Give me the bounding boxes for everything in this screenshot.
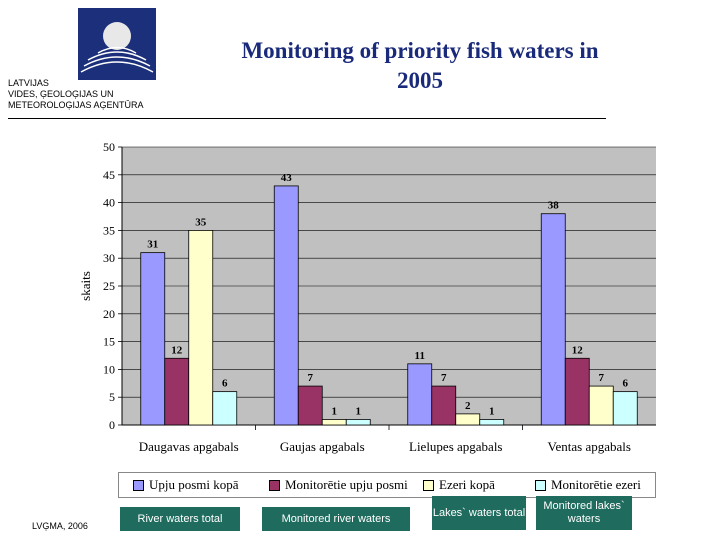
legend-item-upju-posmi-kopa: Upju posmi kopā — [133, 477, 239, 493]
translation-river-waters-total: River waters total — [120, 507, 240, 531]
data-label: 12 — [171, 344, 183, 356]
data-label: 35 — [195, 216, 207, 228]
chart-legend: Upju posmi kopā Monitorētie upju posmi E… — [118, 472, 656, 498]
bar — [273, 185, 299, 426]
bar — [564, 357, 590, 426]
org-line-1: LATVIJAS — [8, 78, 49, 88]
bar — [164, 357, 190, 426]
y-tick-label: 35 — [103, 223, 115, 237]
bar — [431, 385, 457, 426]
data-label: 1 — [356, 405, 362, 417]
data-label: 7 — [308, 372, 314, 384]
data-label: 12 — [572, 344, 584, 356]
y-tick-label: 20 — [103, 307, 115, 321]
bar — [588, 385, 614, 426]
legend-swatch — [133, 479, 144, 491]
data-label: 6 — [623, 378, 629, 390]
data-label: 38 — [548, 200, 560, 212]
bar-chart: 05101520253035404550skaits3112356Daugava… — [78, 140, 656, 454]
legend-swatch — [423, 479, 434, 491]
data-label: 2 — [465, 400, 471, 412]
data-label: 1 — [489, 405, 495, 417]
org-line-2: VIDES, ĢEOLOĢIJAS UN — [8, 89, 114, 99]
bar — [407, 363, 433, 426]
bar — [188, 230, 214, 426]
bar — [140, 252, 166, 426]
data-label: 6 — [222, 378, 228, 390]
bar — [212, 391, 238, 426]
category-label: Ventas apgabals — [548, 439, 631, 454]
legend-label: Upju posmi kopā — [149, 477, 239, 492]
footer-credit: LVĢMA, 2006 — [32, 521, 88, 531]
y-tick-label: 25 — [103, 279, 115, 293]
legend-item-ezeri-kopa: Ezeri kopā — [423, 477, 495, 493]
bar — [297, 385, 323, 426]
data-label: 7 — [441, 372, 447, 384]
data-label: 43 — [281, 172, 293, 184]
organization-name: LATVIJAS VIDES, ĢEOLOĢIJAS UN METEOROLOĢ… — [8, 78, 144, 111]
data-label: 7 — [599, 372, 605, 384]
legend-swatch — [535, 479, 546, 491]
legend-item-monitoretie-upju-posmi: Monitorētie upju posmi — [269, 477, 408, 493]
header-divider — [8, 118, 606, 119]
y-tick-label: 5 — [109, 390, 115, 404]
category-label: Daugavas apgabals — [139, 439, 239, 454]
bar — [479, 419, 505, 426]
category-label: Lielupes apgabals — [409, 439, 503, 454]
translation-monitored-lakes-waters: Monitored lakes` waters — [536, 496, 632, 530]
legend-label: Monitorētie ezeri — [551, 477, 641, 492]
y-tick-label: 45 — [103, 168, 115, 182]
data-label: 1 — [332, 405, 338, 417]
translation-lakes-waters-total: Lakes` waters total — [432, 496, 526, 530]
data-label: 31 — [147, 239, 158, 251]
y-tick-label: 50 — [103, 140, 115, 154]
bar — [540, 213, 566, 426]
y-tick-label: 15 — [103, 335, 115, 349]
data-label: 11 — [415, 350, 425, 362]
bar — [612, 391, 638, 426]
y-tick-label: 0 — [109, 418, 115, 432]
legend-swatch — [269, 479, 280, 491]
agency-logo — [78, 8, 156, 80]
y-tick-label: 10 — [103, 362, 115, 376]
legend-label: Ezeri kopā — [439, 477, 495, 492]
page-title: Monitoring of priority fish waters in 20… — [241, 38, 599, 93]
org-line-3: METEOROLOĢIJAS AĢENTŪRA — [8, 100, 144, 110]
y-tick-label: 40 — [103, 196, 115, 210]
bar — [345, 419, 371, 426]
translation-monitored-river-waters: Monitored river waters — [262, 507, 410, 531]
legend-item-monitoretie-ezeri: Monitorētie ezeri — [535, 477, 641, 493]
y-tick-label: 30 — [103, 251, 115, 265]
category-label: Gaujas apgabals — [280, 439, 365, 454]
bar — [321, 419, 347, 426]
y-axis-title: skaits — [78, 271, 93, 301]
bar — [455, 413, 481, 426]
legend-label: Monitorētie upju posmi — [285, 477, 408, 492]
